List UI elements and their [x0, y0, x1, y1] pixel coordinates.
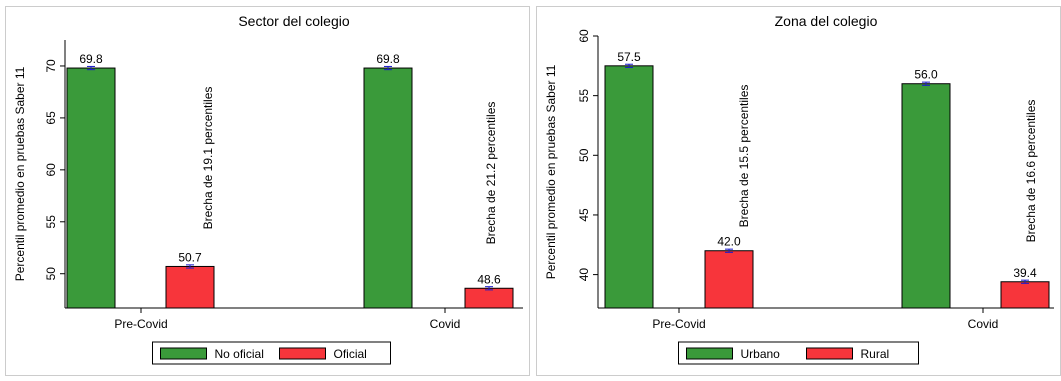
legend-label: Oficial [334, 347, 367, 361]
data-label: 69.8 [79, 52, 103, 66]
legend-box [678, 341, 919, 365]
bar-a [66, 67, 116, 309]
y-axis-label: Percentil promedio en pruebas Saber 11 [13, 66, 27, 281]
bar-b [165, 265, 215, 309]
y-tick-label: 60 [44, 163, 58, 177]
data-label: 42.0 [717, 235, 741, 249]
chart-zona: Zona del colegio Percentil promedio en pr… [536, 6, 1061, 376]
bar-b [464, 287, 514, 309]
chart-panel-zona: Zona del colegio Percentil promedio en pr… [536, 6, 1061, 376]
legend-swatch [806, 347, 853, 360]
legend-label: Urbano [741, 347, 781, 361]
x-tick-label: Pre-Covid [652, 317, 705, 331]
chart-title: Zona del colegio [775, 13, 878, 29]
x-tick-label: Covid [968, 317, 999, 331]
y-tick-label: 55 [44, 215, 58, 229]
bar-b [1000, 281, 1050, 309]
y-tick-label: 55 [577, 89, 591, 103]
data-label: 39.4 [1013, 266, 1037, 280]
y-tick-label: 40 [577, 268, 591, 282]
legend-swatch [160, 347, 207, 360]
data-label: 48.6 [477, 272, 501, 286]
gap-annotation: Brecha de 19.1 percentiles [201, 87, 215, 230]
y-tick-label: 60 [577, 29, 591, 43]
chart-sector: Sector del colegio Percentil promedio en … [5, 6, 530, 376]
y-tick-label: 45 [577, 208, 591, 222]
legend-swatch [686, 347, 733, 360]
data-label: 57.5 [617, 50, 641, 64]
bar-b [704, 250, 754, 309]
y-axis-label: Percentil promedio en pruebas Saber 11 [544, 64, 558, 279]
bar-a [363, 67, 413, 309]
bar-a [901, 83, 951, 309]
chart-panel-sector: Sector del colegio Percentil promedio en … [5, 6, 530, 376]
gap-annotation: Brecha de 21.2 percentiles [484, 102, 498, 245]
legend-box [152, 341, 391, 365]
y-tick-label: 70 [44, 59, 58, 73]
gap-annotation: Brecha de 16.6 percentiles [1024, 100, 1038, 243]
legend-label: Rural [861, 347, 890, 361]
y-tick-label: 65 [44, 111, 58, 125]
x-tick-label: Pre-Covid [114, 317, 167, 331]
data-label: 56.0 [914, 68, 938, 82]
legend-swatch [279, 347, 326, 360]
data-label: 50.7 [178, 250, 202, 264]
x-tick-label: Covid [430, 317, 461, 331]
data-label: 69.8 [376, 52, 400, 66]
y-tick-label: 50 [44, 267, 58, 281]
legend-label: No oficial [215, 347, 264, 361]
gap-annotation: Brecha de 15.5 percentiles [737, 85, 751, 228]
y-tick-label: 50 [577, 148, 591, 162]
bar-a [604, 65, 654, 309]
chart-title: Sector del colegio [238, 13, 350, 29]
